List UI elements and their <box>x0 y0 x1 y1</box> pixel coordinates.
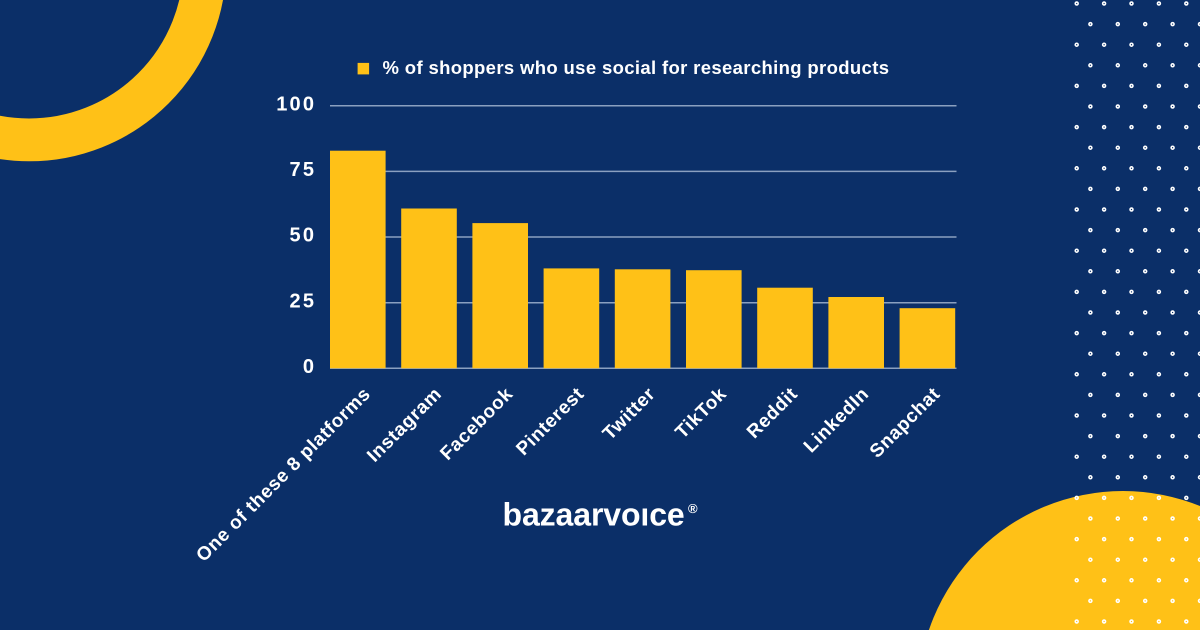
svg-text:100: 100 <box>276 94 316 116</box>
svg-text:% of shoppers who use social f: % of shoppers who use social for researc… <box>383 57 890 78</box>
svg-text:®: ® <box>688 501 698 516</box>
svg-text:0: 0 <box>303 356 316 378</box>
svg-text:bazaarvoıce: bazaarvoıce <box>503 496 685 532</box>
svg-text:75: 75 <box>290 159 317 181</box>
svg-text:25: 25 <box>290 290 317 312</box>
svg-text:50: 50 <box>290 225 317 247</box>
